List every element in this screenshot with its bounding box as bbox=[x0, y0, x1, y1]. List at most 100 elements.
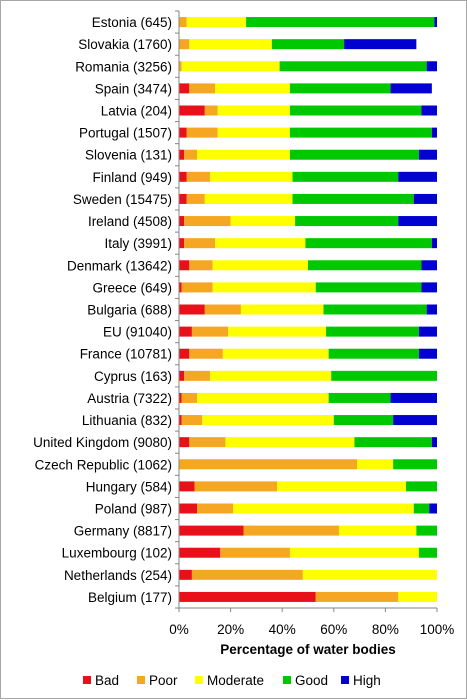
bar-good-slovakia-1760 bbox=[271, 39, 345, 50]
bar-poor-denmark-13642 bbox=[189, 260, 213, 271]
bar-bad-sweden-15475 bbox=[179, 193, 187, 204]
bar-high-portugal-1507 bbox=[431, 127, 437, 138]
bar-high-denmark-13642 bbox=[421, 260, 437, 271]
legend-label-high: High bbox=[353, 673, 381, 688]
legend-swatch-bad bbox=[83, 676, 91, 684]
bar-bad-austria-7322 bbox=[179, 392, 182, 403]
bar-poor-hungary-584 bbox=[194, 481, 278, 492]
bar-moderate-sweden-15475 bbox=[204, 193, 293, 204]
bar-poor-bulgaria-688 bbox=[204, 304, 241, 315]
category-label: Bulgaria (688) bbox=[87, 303, 172, 318]
bar-high-ireland-4508 bbox=[398, 216, 437, 227]
bar-poor-finland-949 bbox=[186, 171, 210, 182]
bar-poor-belgium-177 bbox=[315, 591, 399, 602]
bar-moderate-denmark-13642 bbox=[212, 260, 308, 271]
bar-moderate-germany-8817 bbox=[338, 525, 417, 536]
category-label: Ireland (4508) bbox=[88, 214, 172, 229]
bar-moderate-romania-3256 bbox=[181, 61, 280, 72]
bar-good-denmark-13642 bbox=[308, 260, 422, 271]
bar-bad-portugal-1507 bbox=[179, 127, 187, 138]
bar-poor-sweden-15475 bbox=[186, 193, 205, 204]
bar-poor-portugal-1507 bbox=[186, 127, 218, 138]
bar-poor-slovenia-131 bbox=[184, 149, 198, 160]
category-label: Czech Republic (1062) bbox=[35, 457, 172, 472]
x-tick-label: 40% bbox=[269, 622, 296, 637]
bar-good-spain-3474 bbox=[289, 83, 391, 94]
bar-good-bulgaria-688 bbox=[323, 304, 427, 315]
category-label: Finland (949) bbox=[92, 170, 172, 185]
bar-poor-poland-987 bbox=[197, 503, 234, 514]
bar-bad-greece-649 bbox=[179, 282, 182, 293]
x-tick-label: 80% bbox=[372, 622, 399, 637]
bar-poor-romania-3256 bbox=[179, 61, 182, 72]
x-tick-label: 60% bbox=[320, 622, 347, 637]
legend-label-moderate: Moderate bbox=[207, 673, 264, 688]
bar-bad-luxembourg-102 bbox=[179, 547, 221, 558]
bar-moderate-italy-3991 bbox=[215, 238, 306, 249]
bar-good-lithuania-832 bbox=[333, 415, 394, 426]
legend-swatch-moderate bbox=[195, 676, 203, 684]
bar-bad-italy-3991 bbox=[179, 238, 185, 249]
category-label: Belgium (177) bbox=[88, 590, 172, 605]
legend-label-bad: Bad bbox=[95, 673, 119, 688]
bar-bad-denmark-13642 bbox=[179, 260, 190, 271]
bar-good-luxembourg-102 bbox=[418, 547, 437, 558]
bar-moderate-bulgaria-688 bbox=[240, 304, 324, 315]
legend-label-good: Good bbox=[295, 673, 328, 688]
bar-good-sweden-15475 bbox=[292, 193, 414, 204]
bar-bad-spain-3474 bbox=[179, 83, 190, 94]
bar-high-latvia-204 bbox=[421, 105, 437, 116]
bar-moderate-belgium-177 bbox=[398, 591, 437, 602]
x-axis-title: Percentage of water bodies bbox=[220, 642, 396, 657]
bar-good-germany-8817 bbox=[416, 525, 437, 536]
bar-moderate-latvia-204 bbox=[217, 105, 290, 116]
bar-good-romania-3256 bbox=[279, 61, 427, 72]
bar-good-greece-649 bbox=[315, 282, 422, 293]
category-label: Greece (649) bbox=[92, 280, 172, 295]
category-label: Netherlands (254) bbox=[64, 568, 172, 583]
category-label: Italy (3991) bbox=[104, 236, 172, 251]
bar-poor-greece-649 bbox=[181, 282, 213, 293]
bar-moderate-france-10781 bbox=[222, 348, 329, 359]
bar-bad-hungary-584 bbox=[179, 481, 195, 492]
bar-moderate-luxembourg-102 bbox=[289, 547, 419, 558]
x-tick-label: 20% bbox=[217, 622, 244, 637]
bar-poor-estonia-645 bbox=[179, 17, 187, 28]
bar-moderate-eu-91040 bbox=[228, 326, 327, 337]
category-label: Germany (8817) bbox=[74, 524, 172, 539]
bar-good-poland-987 bbox=[413, 503, 430, 514]
bar-moderate-united-kingdom-9080 bbox=[225, 437, 355, 448]
bar-high-sweden-15475 bbox=[413, 193, 437, 204]
bar-good-slovenia-131 bbox=[289, 149, 419, 160]
bar-moderate-spain-3474 bbox=[215, 83, 290, 94]
category-label: Lithuania (832) bbox=[82, 413, 172, 428]
bar-high-poland-987 bbox=[429, 503, 437, 514]
bar-bad-eu-91040 bbox=[179, 326, 192, 337]
bar-bad-netherlands-254 bbox=[179, 569, 192, 580]
bar-bad-cyprus-163 bbox=[179, 370, 185, 381]
bar-poor-spain-3474 bbox=[189, 83, 216, 94]
bar-high-united-kingdom-9080 bbox=[431, 437, 437, 448]
bar-moderate-slovakia-1760 bbox=[189, 39, 272, 50]
bar-poor-luxembourg-102 bbox=[220, 547, 290, 558]
bar-poor-latvia-204 bbox=[204, 105, 218, 116]
category-label: Cyprus (163) bbox=[94, 369, 172, 384]
category-label: Estonia (645) bbox=[92, 15, 172, 30]
legend-label-poor: Poor bbox=[149, 673, 178, 688]
bar-good-hungary-584 bbox=[406, 481, 437, 492]
bar-good-finland-949 bbox=[292, 171, 399, 182]
bar-bad-finland-949 bbox=[179, 171, 187, 182]
category-label: Poland (987) bbox=[95, 502, 172, 517]
bar-moderate-cyprus-163 bbox=[209, 370, 332, 381]
bar-moderate-austria-7322 bbox=[197, 392, 329, 403]
bar-high-finland-949 bbox=[398, 171, 437, 182]
bar-high-estonia-645 bbox=[434, 17, 437, 28]
category-label: Romania (3256) bbox=[75, 59, 172, 74]
category-label: Portugal (1507) bbox=[79, 126, 172, 141]
bar-high-eu-91040 bbox=[418, 326, 437, 337]
bar-bad-latvia-204 bbox=[179, 105, 205, 116]
bar-good-france-10781 bbox=[328, 348, 419, 359]
category-label: Austria (7322) bbox=[87, 391, 172, 406]
